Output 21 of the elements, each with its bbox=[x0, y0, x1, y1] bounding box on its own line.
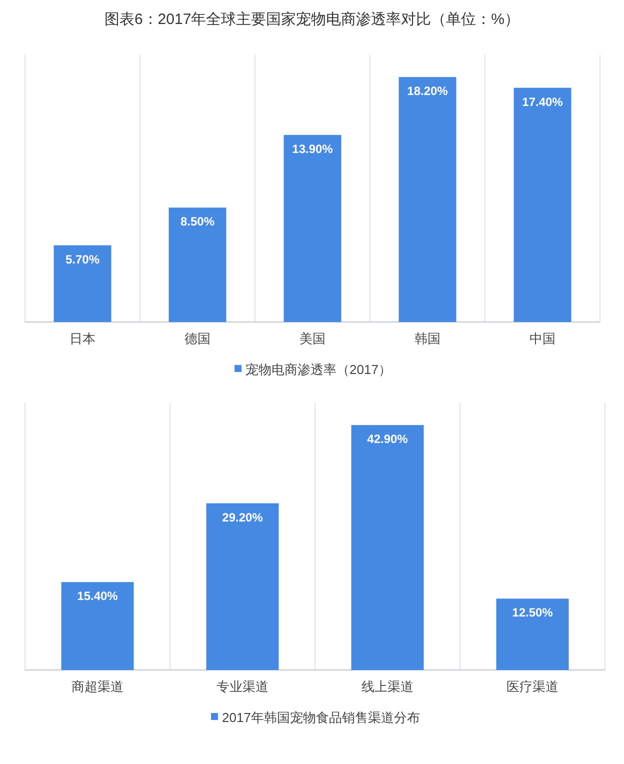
chart-title: 图表6：2017年全球主要国家宠物电商渗透率对比（单位：%） bbox=[104, 11, 520, 28]
data-label: 5.70% bbox=[65, 252, 100, 266]
x-tick-label: 专业渠道 bbox=[216, 679, 268, 694]
x-tick-label: 日本 bbox=[70, 331, 96, 346]
x-tick-label: 美国 bbox=[300, 331, 326, 346]
data-label: 42.90% bbox=[367, 432, 408, 446]
x-tick-label: 韩国 bbox=[414, 331, 440, 346]
data-label: 12.50% bbox=[512, 606, 554, 620]
data-label: 18.20% bbox=[407, 84, 448, 98]
x-tick-label: 中国 bbox=[530, 331, 556, 346]
x-tick-label: 医疗渠道 bbox=[506, 679, 558, 694]
x-tick-label: 线上渠道 bbox=[362, 679, 414, 694]
data-label: 15.40% bbox=[77, 589, 118, 604]
x-tick-label: 德国 bbox=[184, 331, 210, 346]
data-label: 13.90% bbox=[292, 142, 334, 156]
data-label: 29.20% bbox=[222, 510, 264, 524]
data-label: 17.40% bbox=[522, 94, 564, 109]
legend-label: 2017年韩国宠物食品销售渠道分布 bbox=[222, 710, 420, 725]
data-label: 8.50% bbox=[180, 214, 215, 229]
x-tick-label: 商超渠道 bbox=[72, 679, 124, 694]
legend-label: 宠物电商渗透率（2017） bbox=[246, 362, 392, 377]
